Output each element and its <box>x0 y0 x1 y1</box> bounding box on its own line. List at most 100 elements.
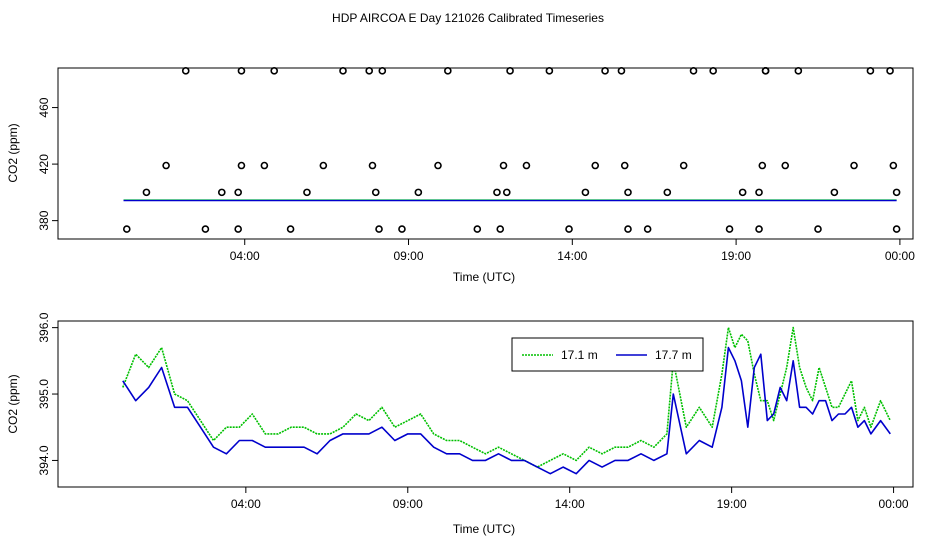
scatter-point <box>814 225 822 233</box>
scatter-point <box>709 67 717 75</box>
y-tick-label: 420 <box>37 154 51 174</box>
y-tick-label: 380 <box>37 210 51 230</box>
scatter-point <box>260 161 269 170</box>
scatter-point <box>581 188 590 197</box>
scatter-point <box>545 67 554 75</box>
scatter-point <box>663 188 672 197</box>
scatter-point <box>866 67 875 75</box>
scatter-point <box>758 161 767 170</box>
top-panel: 380 420 460 04:00 09:00 14:00 19:00 00:00 Time… <box>6 67 915 284</box>
scatter-point <box>830 188 839 197</box>
legend-label-17-7m: 17.7 m <box>655 348 692 362</box>
scatter-point <box>689 67 698 75</box>
scatter-point <box>303 188 311 197</box>
scatter-point <box>617 67 626 75</box>
scatter-point <box>502 188 511 197</box>
x-tick-label: 09:00 <box>393 497 423 511</box>
scatter-point <box>162 161 170 170</box>
scatter-point <box>565 225 573 233</box>
x-tick-label: 19:00 <box>721 249 751 263</box>
y-tick-label: 395.0 <box>37 379 51 409</box>
scatter-point <box>522 161 531 170</box>
scatter-point <box>755 188 763 197</box>
bottom-y-axis: 394.0 395.0 396.0 <box>37 312 58 475</box>
scatter-point <box>237 161 246 170</box>
y-tick-label: 394.0 <box>37 445 51 475</box>
scatter-point <box>499 161 508 170</box>
scatter-point <box>624 188 632 197</box>
scatter-point <box>755 225 763 233</box>
top-y-axis: 380 420 460 <box>37 97 58 231</box>
scatter-point <box>506 67 514 75</box>
series-line-17-7m <box>122 346 891 475</box>
scatter-point <box>286 225 295 233</box>
bottom-panel: 394.0 395.0 396.0 04:00 09:00 14:00 19:00 00:0… <box>6 312 914 536</box>
scatter-point <box>473 225 482 233</box>
y-tick-label: 396.0 <box>37 312 51 342</box>
scatter-point <box>398 225 406 233</box>
scatter-point <box>339 67 347 75</box>
scatter-point <box>234 225 242 233</box>
x-tick-label: 04:00 <box>230 249 260 263</box>
scatter-point <box>892 188 901 197</box>
x-tick-label: 09:00 <box>394 249 424 263</box>
scatter-point <box>781 161 790 170</box>
x-tick-label: 00:00 <box>885 249 915 263</box>
scatter-point <box>643 225 652 233</box>
figure-title: HDP AIRCOA E Day 121026 Calibrated Times… <box>332 11 604 25</box>
scatter-point <box>319 161 328 170</box>
scatter-point <box>217 188 226 197</box>
bottom-plot-frame <box>57 320 914 488</box>
y-tick-label: 460 <box>37 97 51 117</box>
bottom-x-axis: 04:00 09:00 14:00 19:00 00:00 <box>231 487 909 511</box>
scatter-point <box>496 225 505 233</box>
top-x-axis: 04:00 09:00 14:00 19:00 00:00 <box>230 239 915 263</box>
scatter-point <box>142 188 151 197</box>
top-baseline-group <box>123 199 897 202</box>
scatter-point <box>493 188 501 197</box>
x-tick-label: 14:00 <box>555 497 585 511</box>
scatter-point <box>886 67 894 75</box>
scatter-point <box>375 225 383 233</box>
scatter-point <box>889 161 898 170</box>
x-tick-label: 00:00 <box>879 497 909 511</box>
scatter-point <box>761 67 770 75</box>
bottom-y-axis-label: CO2 (ppm) <box>6 374 20 433</box>
scatter-point <box>122 225 131 233</box>
scatter-point <box>850 161 858 170</box>
scatter-point <box>181 67 190 75</box>
x-tick-label: 04:00 <box>231 497 261 511</box>
scatter-point <box>234 188 242 197</box>
x-tick-label: 19:00 <box>717 497 747 511</box>
legend: 17.1 m 17.7 m <box>511 337 704 372</box>
top-points-group <box>122 67 901 233</box>
scatter-point <box>725 225 734 233</box>
x-tick-label: 14:00 <box>557 249 587 263</box>
top-x-axis-label: Time (UTC) <box>453 270 515 284</box>
scatter-point <box>365 67 374 75</box>
scatter-point <box>601 67 609 75</box>
scatter-point <box>794 67 803 75</box>
bottom-x-axis-label: Time (UTC) <box>453 522 515 536</box>
scatter-point <box>371 188 380 197</box>
top-y-axis-label: CO2 (ppm) <box>6 123 20 182</box>
scatter-point <box>624 225 632 233</box>
scatter-point <box>620 161 629 170</box>
scatter-point <box>201 225 210 233</box>
scatter-point <box>591 161 600 170</box>
scatter-point <box>237 67 246 75</box>
scatter-point <box>368 161 377 170</box>
scatter-point <box>444 67 452 75</box>
scatter-point <box>738 188 747 197</box>
scatter-point <box>679 161 688 170</box>
scatter-point <box>892 225 901 233</box>
scatter-point <box>378 67 387 75</box>
scatter-point <box>270 67 279 75</box>
scatter-point <box>414 188 423 197</box>
series-line-17-1m <box>122 326 892 468</box>
bottom-lines-group <box>122 326 892 475</box>
top-plot-frame <box>57 67 914 240</box>
legend-label-17-1m: 17.1 m <box>561 348 598 362</box>
scatter-point <box>434 161 442 170</box>
